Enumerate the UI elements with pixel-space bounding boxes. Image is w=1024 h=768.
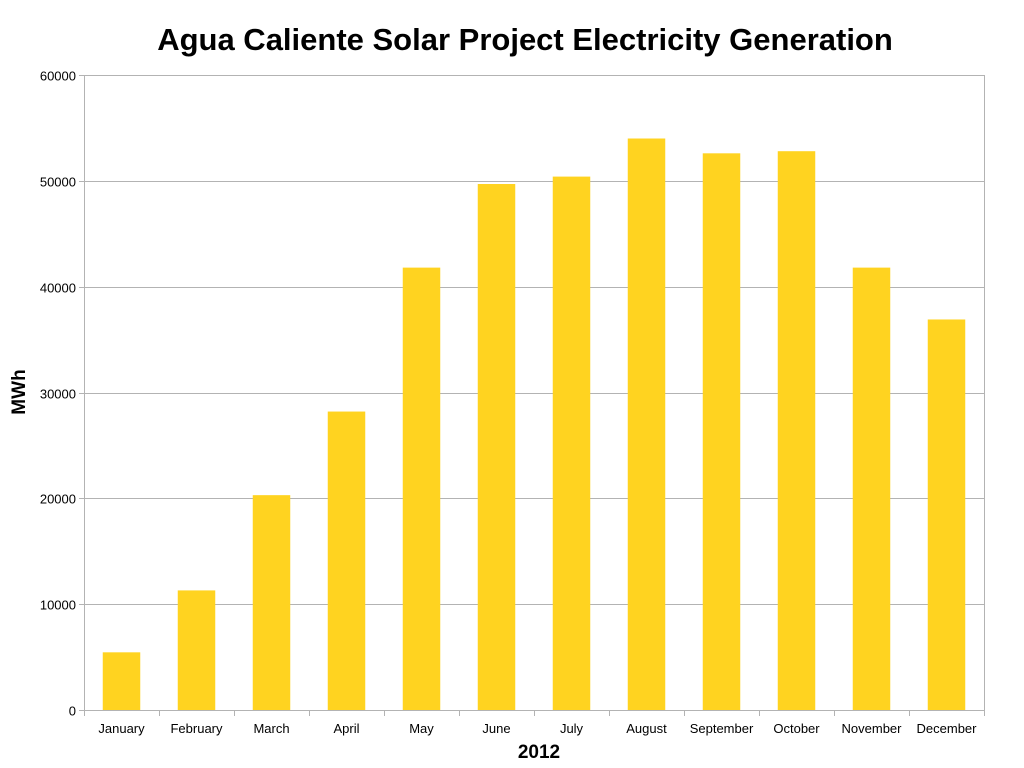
y-tick-label: 0: [69, 704, 76, 719]
bar-november: [852, 267, 891, 710]
x-tick-label: February: [170, 721, 223, 736]
bar-march: [252, 495, 291, 710]
y-tick-label: 60000: [40, 69, 76, 84]
bar-april: [327, 411, 366, 710]
bar-december: [927, 319, 966, 710]
x-tick-label: January: [98, 721, 145, 736]
x-tick-label: November: [842, 721, 903, 736]
bar-july: [552, 176, 591, 711]
x-tick-label: December: [917, 721, 978, 736]
bar-august: [627, 138, 666, 710]
y-axis-label: MWh: [9, 369, 30, 414]
chart-title: Agua Caliente Solar Project Electricity …: [157, 22, 893, 57]
bar-february: [177, 590, 216, 710]
y-tick-label: 30000: [40, 387, 76, 402]
bar-september: [702, 153, 741, 711]
y-tick-label: 50000: [40, 175, 76, 190]
x-tick-label: March: [253, 721, 289, 736]
x-tick-label: September: [690, 721, 754, 736]
x-tick-label: August: [626, 721, 667, 736]
x-tick-label: October: [773, 721, 820, 736]
x-tick-label: July: [560, 721, 584, 736]
bar-january: [102, 652, 141, 710]
bar-october: [777, 151, 816, 710]
y-tick-label: 40000: [40, 281, 76, 296]
bar-may: [402, 267, 441, 710]
y-tick-label: 10000: [40, 598, 76, 613]
x-tick-label: June: [482, 721, 510, 736]
x-tick-label: April: [333, 721, 359, 736]
x-axis-label: 2012: [518, 742, 560, 763]
y-tick-label: 20000: [40, 492, 76, 507]
x-tick-label: May: [409, 721, 434, 736]
bar-june: [477, 184, 516, 711]
